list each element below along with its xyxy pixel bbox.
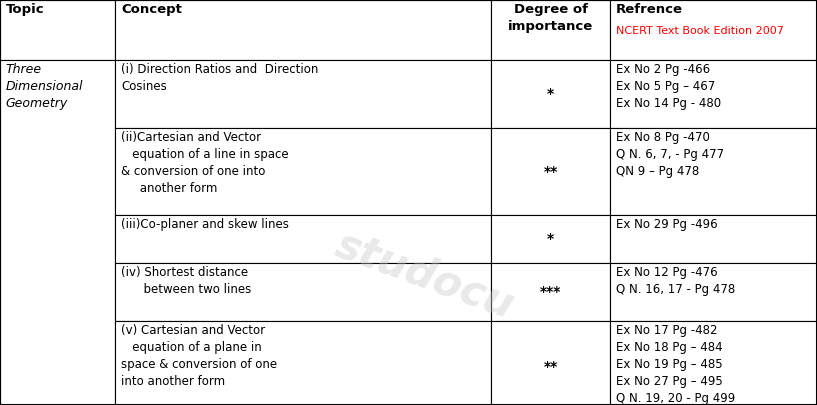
- Text: NCERT Text Book Edition 2007: NCERT Text Book Edition 2007: [616, 26, 784, 36]
- Text: (iii)Co-planer and skew lines: (iii)Co-planer and skew lines: [121, 218, 288, 231]
- Bar: [491, 128, 610, 215]
- Text: Degree of
importance: Degree of importance: [508, 3, 593, 33]
- Bar: [491, 60, 610, 128]
- Text: (i) Direction Ratios and  Direction
Cosines: (i) Direction Ratios and Direction Cosin…: [121, 63, 319, 93]
- Bar: [610, 128, 817, 215]
- Text: Ex No 29 Pg -496: Ex No 29 Pg -496: [616, 218, 717, 231]
- Bar: [491, 263, 610, 321]
- Text: Ex No 2 Pg -466
Ex No 5 Pg – 467
Ex No 14 Pg - 480: Ex No 2 Pg -466 Ex No 5 Pg – 467 Ex No 1…: [616, 63, 721, 110]
- Text: Ex No 12 Pg -476
Q N. 16, 17 - Pg 478: Ex No 12 Pg -476 Q N. 16, 17 - Pg 478: [616, 266, 735, 296]
- Bar: [491, 321, 610, 405]
- Text: ***: ***: [540, 285, 561, 299]
- Bar: [0, 60, 115, 405]
- Bar: [491, 215, 610, 263]
- Text: Topic: Topic: [6, 3, 44, 16]
- Bar: [115, 263, 491, 321]
- Text: *: *: [547, 232, 554, 246]
- Bar: [610, 60, 817, 128]
- Text: **: **: [543, 164, 558, 179]
- Bar: [115, 321, 491, 405]
- Bar: [0, 0, 115, 60]
- Text: Ex No 8 Pg -470
Q N. 6, 7, - Pg 477
QN 9 – Pg 478: Ex No 8 Pg -470 Q N. 6, 7, - Pg 477 QN 9…: [616, 131, 724, 178]
- Bar: [115, 128, 491, 215]
- Bar: [115, 215, 491, 263]
- Text: (v) Cartesian and Vector
   equation of a plane in
space & conversion of one
int: (v) Cartesian and Vector equation of a p…: [121, 324, 277, 388]
- Bar: [491, 0, 610, 60]
- Text: *: *: [547, 87, 554, 101]
- Text: Three
Dimensional
Geometry: Three Dimensional Geometry: [6, 63, 83, 110]
- Text: (ii)Cartesian and Vector
   equation of a line in space
& conversion of one into: (ii)Cartesian and Vector equation of a l…: [121, 131, 288, 195]
- Bar: [610, 321, 817, 405]
- Text: (iv) Shortest distance
      between two lines: (iv) Shortest distance between two lines: [121, 266, 251, 296]
- Text: studocu: studocu: [330, 224, 520, 327]
- Bar: [115, 0, 491, 60]
- Bar: [610, 0, 817, 60]
- Text: Refrence: Refrence: [616, 3, 683, 16]
- Bar: [610, 263, 817, 321]
- Text: **: **: [543, 360, 558, 374]
- Text: Ex No 17 Pg -482
Ex No 18 Pg – 484
Ex No 19 Pg – 485
Ex No 27 Pg – 495
Q N. 19, : Ex No 17 Pg -482 Ex No 18 Pg – 484 Ex No…: [616, 324, 735, 405]
- Bar: [115, 60, 491, 128]
- Text: Concept: Concept: [121, 3, 182, 16]
- Bar: [610, 215, 817, 263]
